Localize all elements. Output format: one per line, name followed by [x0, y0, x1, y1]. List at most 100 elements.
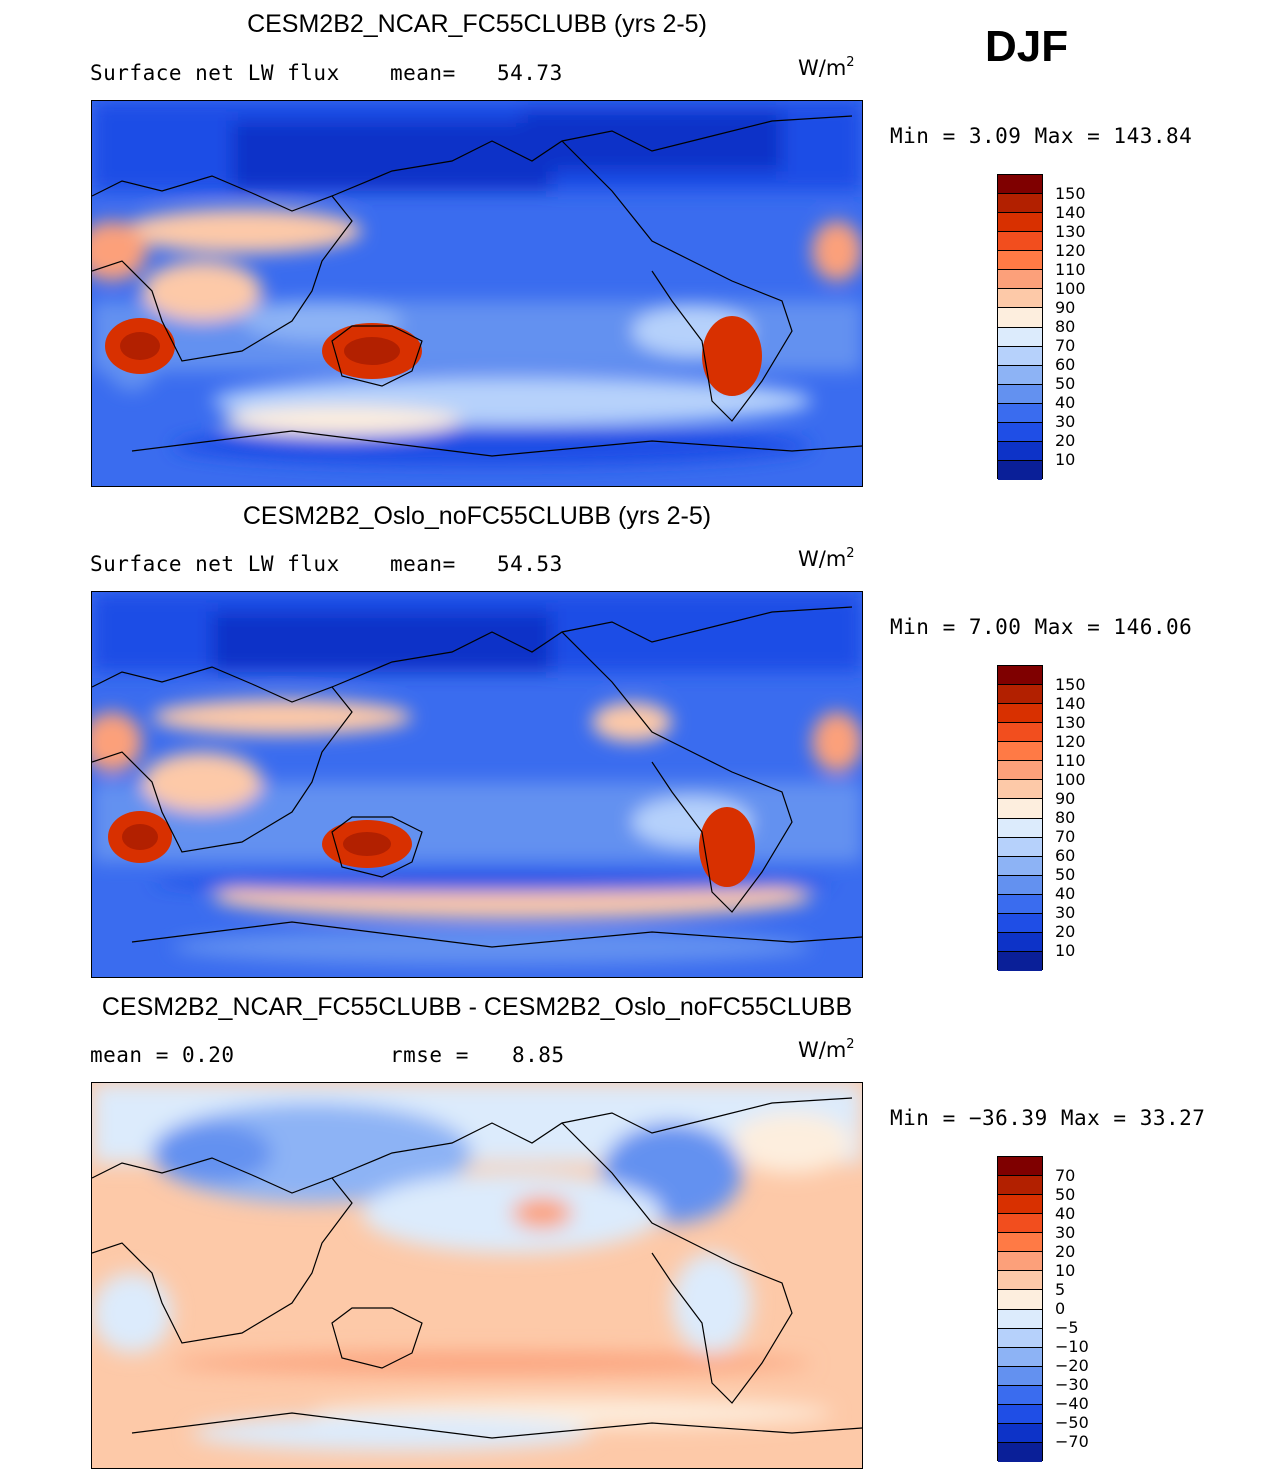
panel-3-minmax: Min = −36.39 Max = 33.27 [890, 1106, 1206, 1130]
colorbar-tick-label: 100 [1055, 769, 1086, 789]
colorbar-box [998, 818, 1042, 838]
colorbar-tick-label: 80 [1055, 808, 1076, 827]
panel-3-rmse-label: rmse = [390, 1043, 469, 1067]
panel-3-rmse-value: 8.85 [512, 1043, 565, 1067]
colorbar-tick-label: 30 [1055, 412, 1076, 432]
panel-2-minmax: Min = 7.00 Max = 146.06 [890, 615, 1193, 639]
panel-1-colorbar [997, 174, 1043, 480]
colorbar-tick-label: −20 [1055, 1356, 1089, 1376]
colorbar-tick-label: 150 [1055, 674, 1086, 694]
panel-2-mean-label: mean= [390, 552, 456, 576]
colorbar-tick-label: 50 [1055, 1184, 1076, 1204]
colorbar-box [998, 194, 1042, 214]
colorbar-box [998, 1385, 1042, 1405]
colorbar-tick-label: 0 [1055, 1299, 1066, 1318]
panel-1-variable-label: Surface net LW flux [90, 61, 340, 85]
colorbar-box [998, 1366, 1042, 1386]
panel-2-map [91, 591, 863, 978]
colorbar-tick-label: 20 [1055, 1241, 1076, 1261]
colorbar-box [998, 932, 1042, 952]
colorbar-tick-label: 10 [1055, 1260, 1076, 1280]
panel-3-colorbar [997, 1156, 1043, 1462]
colorbar-box [998, 875, 1042, 895]
colorbar-tick-label: 70 [1055, 827, 1076, 847]
colorbar-tick-label: 150 [1055, 183, 1086, 203]
colorbar-tick-label: −50 [1055, 1413, 1089, 1433]
panel-2-map-plot [92, 592, 862, 977]
panel-3-mean-label: mean = 0.20 [90, 1043, 235, 1067]
colorbar-tick-label: 110 [1055, 259, 1086, 279]
colorbar-box [998, 251, 1042, 271]
panel-1-mean-label: mean= [390, 61, 456, 85]
colorbar-tick-label: 80 [1055, 317, 1076, 336]
colorbar-box [998, 1309, 1042, 1329]
colorbar-box [998, 1404, 1042, 1424]
colorbar-tick-label: 40 [1055, 393, 1076, 413]
colorbar-box [998, 856, 1042, 876]
colorbar-box [998, 951, 1042, 971]
colorbar-box [998, 837, 1042, 857]
colorbar-box [998, 761, 1042, 781]
colorbar-tick-label: 5 [1055, 1279, 1066, 1299]
colorbar-box [998, 384, 1042, 404]
colorbar-tick-label: 20 [1055, 431, 1076, 451]
colorbar-tick-label: 20 [1055, 922, 1076, 942]
colorbar-box [998, 1157, 1042, 1177]
panel-2-title: CESM2B2_Oslo_noFC55CLUBB (yrs 2-5) [242, 502, 712, 530]
colorbar-box [998, 213, 1042, 233]
panel-3-map [91, 1082, 863, 1469]
panel-1-map-plot [92, 101, 862, 486]
panel-2-colorbar [997, 665, 1043, 971]
colorbar-tick-label: 130 [1055, 221, 1086, 241]
colorbar-box [998, 1252, 1042, 1272]
colorbar-box [998, 1328, 1042, 1348]
colorbar-tick-label: −40 [1055, 1394, 1089, 1414]
panel-1-title: CESM2B2_NCAR_FC55CLUBB (yrs 2-5) [247, 10, 707, 38]
colorbar-tick-label: 70 [1055, 336, 1076, 356]
colorbar-box [998, 1442, 1042, 1462]
colorbar-tick-label: −5 [1055, 1318, 1079, 1338]
colorbar-box [998, 289, 1042, 309]
colorbar-tick-label: −10 [1055, 1337, 1089, 1357]
colorbar-box [998, 1290, 1042, 1310]
colorbar-box [998, 308, 1042, 328]
colorbar-tick-label: 60 [1055, 355, 1076, 375]
panel-2-units: W/m2 [798, 546, 855, 571]
colorbar-box [998, 723, 1042, 743]
colorbar-box [998, 232, 1042, 252]
panel-1-units: W/m2 [798, 55, 855, 80]
colorbar-box [998, 403, 1042, 423]
colorbar-tick-label: 90 [1055, 788, 1076, 808]
colorbar-box [998, 1233, 1042, 1253]
colorbar-box [998, 327, 1042, 347]
panel-3-title: CESM2B2_NCAR_FC55CLUBB - CESM2B2_Oslo_no… [101, 993, 853, 1021]
colorbar-tick-label: 30 [1055, 903, 1076, 923]
colorbar-tick-label: 50 [1055, 374, 1076, 394]
colorbar-tick-label: 70 [1055, 1165, 1076, 1185]
colorbar-box [998, 742, 1042, 762]
colorbar-tick-label: 10 [1055, 941, 1076, 961]
colorbar-tick-label: 140 [1055, 202, 1086, 222]
colorbar-tick-label: 120 [1055, 731, 1086, 751]
colorbar-tick-label: 140 [1055, 693, 1086, 713]
colorbar-box [998, 1176, 1042, 1196]
panel-2-mean-value: 54.53 [497, 552, 563, 576]
colorbar-box [998, 685, 1042, 705]
panel-3-units: W/m2 [798, 1037, 855, 1062]
colorbar-tick-label: 100 [1055, 278, 1086, 298]
colorbar-tick-label: 10 [1055, 450, 1076, 470]
season-label: DJF [985, 22, 1069, 71]
colorbar-box [998, 460, 1042, 480]
colorbar-box [998, 441, 1042, 461]
panel-1-minmax: Min = 3.09 Max = 143.84 [890, 124, 1193, 148]
colorbar-box [998, 175, 1042, 195]
colorbar-tick-label: −70 [1055, 1432, 1089, 1452]
colorbar-tick-label: −30 [1055, 1375, 1089, 1395]
colorbar-box [998, 1214, 1042, 1234]
colorbar-box [998, 799, 1042, 819]
colorbar-tick-label: 110 [1055, 750, 1086, 770]
colorbar-box [998, 913, 1042, 933]
colorbar-box [998, 780, 1042, 800]
colorbar-tick-label: 60 [1055, 846, 1076, 866]
colorbar-box [998, 422, 1042, 442]
